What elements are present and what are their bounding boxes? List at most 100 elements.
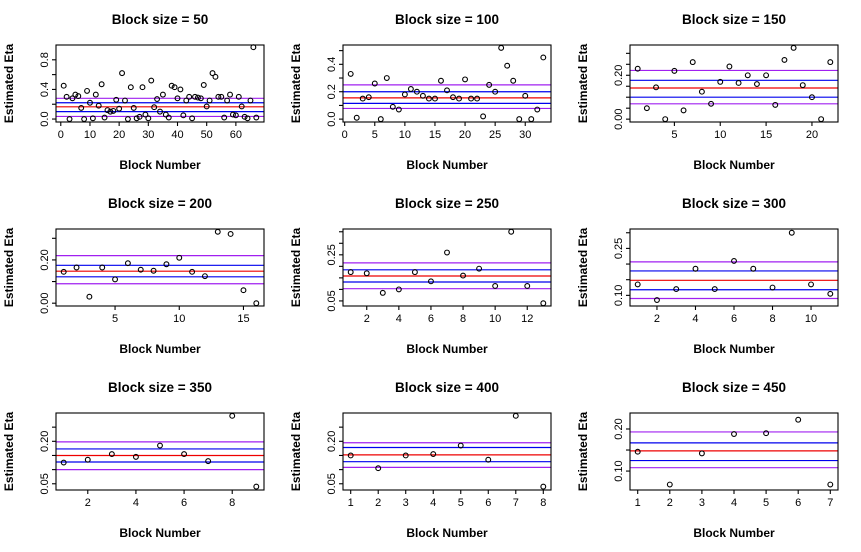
y-tick-label: 0.05 bbox=[326, 290, 338, 311]
x-tick-label: 3 bbox=[699, 497, 705, 509]
chart-title: Block size = 150 bbox=[682, 12, 786, 27]
data-point bbox=[92, 91, 99, 98]
data-point bbox=[63, 93, 70, 100]
x-tick-label: 8 bbox=[460, 313, 466, 325]
y-tick-label: 0.2 bbox=[326, 84, 338, 99]
data-point bbox=[253, 114, 260, 121]
data-point bbox=[136, 113, 143, 120]
y-tick-label: 0.20 bbox=[613, 418, 625, 439]
data-point bbox=[203, 103, 210, 110]
x-tick-label: 20 bbox=[113, 129, 125, 141]
data-point bbox=[183, 97, 190, 104]
x-axis-title: Block Number bbox=[693, 526, 775, 540]
data-point bbox=[162, 111, 169, 118]
data-point bbox=[347, 70, 354, 77]
x-tick-label: 20 bbox=[806, 129, 818, 141]
data-point bbox=[534, 106, 541, 113]
x-tick-label: 25 bbox=[489, 129, 501, 141]
subplot-block-size-250: Block size = 250 2 4 6 8 10 12 0.05 0.25 Block Nu… bbox=[287, 184, 574, 368]
x-tick-label: 4 bbox=[133, 497, 139, 509]
y-tick-label: 0.4 bbox=[326, 57, 338, 72]
y-axis-title: Estimated Eta bbox=[576, 43, 590, 123]
data-point bbox=[200, 82, 207, 88]
data-point bbox=[108, 451, 115, 457]
y-axis-title: Estimated Eta bbox=[2, 411, 16, 491]
data-point bbox=[130, 104, 137, 111]
data-point bbox=[827, 290, 834, 297]
data-point bbox=[253, 300, 260, 307]
data-point bbox=[377, 116, 384, 123]
data-point bbox=[457, 442, 464, 449]
data-point bbox=[215, 93, 222, 100]
data-point bbox=[708, 100, 715, 107]
data-point bbox=[150, 267, 157, 274]
data-point bbox=[157, 442, 163, 449]
x-axis-title: Block Number bbox=[406, 158, 488, 172]
data-point bbox=[66, 116, 73, 122]
data-point bbox=[137, 266, 144, 273]
x-tick-label: 5 bbox=[112, 313, 118, 325]
data-point bbox=[818, 116, 825, 123]
x-tick-label: 10 bbox=[173, 313, 185, 325]
data-point bbox=[726, 63, 733, 70]
data-point bbox=[462, 76, 469, 83]
data-point bbox=[413, 88, 420, 95]
chart-canvas: Block size = 450 1 2 3 4 5 6 7 0.10 0.20 Block Num… bbox=[576, 380, 839, 540]
data-point bbox=[634, 65, 641, 72]
x-tick-label: 15 bbox=[760, 129, 772, 141]
x-tick-label: 60 bbox=[230, 129, 242, 141]
data-point bbox=[347, 452, 354, 459]
y-tick-label: 0.10 bbox=[613, 460, 625, 481]
chart-canvas: Block size = 50 0 10 20 30 40 50 60 0.0 0.4 0.8 Blo… bbox=[2, 12, 265, 172]
data-point bbox=[444, 249, 450, 256]
data-point bbox=[634, 281, 641, 288]
data-point bbox=[119, 70, 126, 77]
data-point bbox=[60, 268, 67, 275]
x-tick-label: 10 bbox=[84, 129, 96, 141]
data-point bbox=[107, 108, 114, 115]
x-tick-label: 2 bbox=[375, 497, 381, 509]
data-point bbox=[371, 80, 378, 87]
data-point bbox=[132, 453, 139, 460]
data-point bbox=[78, 104, 85, 111]
y-tick-label: 0.25 bbox=[326, 244, 338, 265]
data-point bbox=[498, 44, 505, 51]
x-tick-label: 10 bbox=[805, 313, 817, 325]
data-point bbox=[662, 116, 669, 123]
data-point bbox=[165, 114, 172, 121]
data-point bbox=[643, 105, 650, 112]
data-point bbox=[516, 116, 523, 123]
data-point bbox=[81, 116, 88, 122]
chart-title: Block size = 300 bbox=[682, 196, 786, 211]
data-point bbox=[240, 287, 247, 294]
data-point bbox=[181, 451, 188, 457]
data-point bbox=[430, 451, 437, 457]
chart-title: Block size = 50 bbox=[112, 12, 208, 27]
data-point bbox=[230, 111, 236, 118]
data-point bbox=[772, 101, 779, 108]
y-tick-label: 0.05 bbox=[39, 473, 51, 494]
x-axis-title: Block Number bbox=[119, 526, 201, 540]
chart-canvas: Block size = 350 2 4 6 8 0.05 0.20 Block Number… bbox=[2, 380, 265, 540]
data-point bbox=[395, 106, 402, 113]
data-point bbox=[504, 62, 511, 69]
data-point bbox=[795, 416, 802, 423]
data-point bbox=[116, 105, 123, 112]
data-point bbox=[347, 269, 354, 276]
data-point bbox=[485, 456, 492, 463]
data-point bbox=[75, 93, 82, 100]
data-point bbox=[680, 107, 687, 114]
data-point bbox=[673, 286, 680, 293]
data-point bbox=[154, 96, 161, 102]
data-point bbox=[763, 72, 770, 79]
chart-canvas: Block size = 300 2 4 6 8 10 0.10 0.25 Block Numb… bbox=[576, 196, 839, 356]
x-tick-label: 6 bbox=[485, 497, 491, 509]
data-point bbox=[401, 91, 408, 98]
data-point bbox=[189, 115, 196, 122]
data-point bbox=[735, 80, 742, 86]
data-point bbox=[375, 465, 382, 472]
data-point bbox=[419, 92, 426, 99]
data-point bbox=[689, 59, 696, 66]
data-point bbox=[425, 95, 432, 102]
